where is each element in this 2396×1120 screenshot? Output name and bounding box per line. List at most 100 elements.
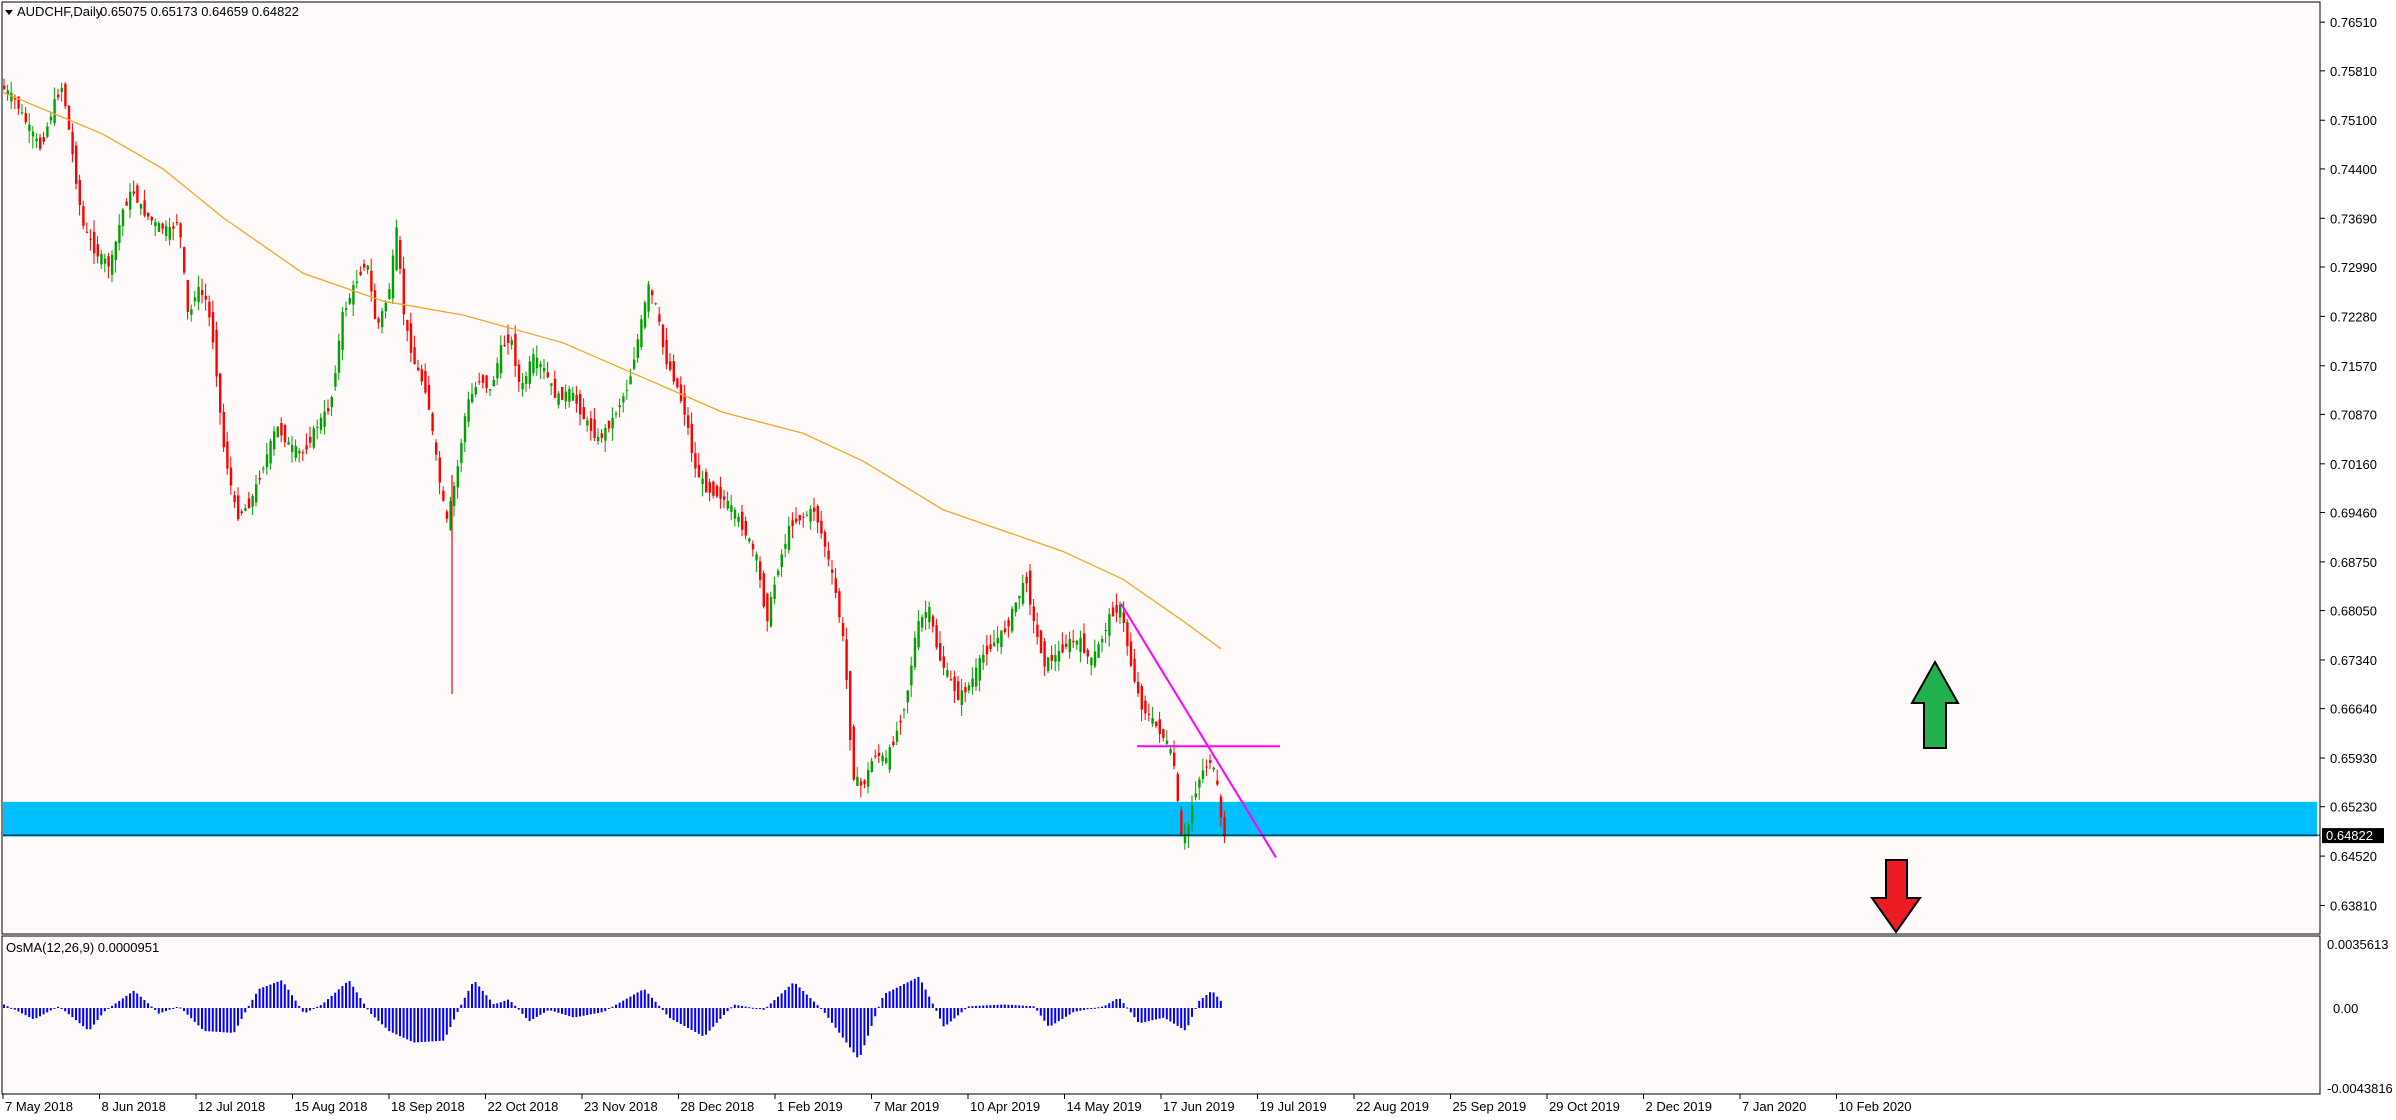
osma-bar <box>129 993 131 1008</box>
support-zone[interactable] <box>3 801 2317 837</box>
osma-bar <box>125 995 128 1008</box>
osma-bar <box>1093 1007 1096 1009</box>
osma-bar <box>1086 1008 1089 1010</box>
candle-body <box>1025 576 1028 584</box>
candle-body <box>582 407 585 420</box>
candle-body <box>802 516 805 518</box>
candle-body <box>1147 713 1151 716</box>
candle-body <box>1003 628 1007 633</box>
candle-body <box>805 514 809 516</box>
osma-bar <box>427 1008 430 1042</box>
osma-bar <box>409 1008 412 1042</box>
osma-bar <box>982 1005 985 1008</box>
candle-body <box>982 654 985 663</box>
osma-bar <box>561 1008 563 1014</box>
osma-bar <box>1212 992 1215 1008</box>
osma-bar <box>229 1008 232 1033</box>
price-axis[interactable]: 0.76510 0.75810 0.75100 0.74400 0.73690 0.729… <box>2320 15 2377 913</box>
osma-bar <box>510 1002 513 1008</box>
chart-header: AUDCHF,Daily 0.65075 0.65173 0.64659 0.6… <box>5 4 299 19</box>
candle-body <box>1061 644 1064 653</box>
osma-bar <box>301 1008 304 1012</box>
osma-bar <box>643 989 646 1008</box>
osma-bar <box>762 1008 765 1010</box>
candle-body <box>888 747 891 770</box>
osma-bar <box>219 1008 221 1033</box>
osma-bar <box>103 1008 106 1012</box>
price-pane[interactable] <box>1 1 2321 935</box>
candle-body <box>1079 637 1082 653</box>
osma-bar <box>71 1008 74 1018</box>
down-arrow-icon <box>1870 859 1922 934</box>
osma-bar <box>165 1008 167 1012</box>
candle-body <box>726 500 729 509</box>
osma-bar <box>935 1008 938 1011</box>
candle-body <box>1093 651 1097 667</box>
osma-bar <box>1057 1008 1060 1022</box>
candle-body <box>1047 657 1050 671</box>
candle-body <box>611 417 614 429</box>
candle-body <box>107 256 110 267</box>
candle-body <box>395 227 398 271</box>
candle-body <box>31 131 35 137</box>
candle-body <box>1212 767 1215 770</box>
osma-bar <box>294 1000 297 1008</box>
candle-body <box>136 185 139 203</box>
candle-body <box>1162 729 1165 738</box>
y-tick-label: 0.72280 <box>2330 309 2377 324</box>
candle-body <box>1183 834 1187 844</box>
indicator-pane[interactable] <box>1 935 2321 1095</box>
candle-body <box>312 428 315 448</box>
osma-bar <box>615 1004 617 1008</box>
candle-body <box>975 667 978 687</box>
osma-bar <box>1014 1005 1017 1008</box>
osma-bar <box>424 1008 427 1042</box>
osma-bar <box>1140 1008 1143 1023</box>
candle-body <box>859 781 863 786</box>
trendline[interactable] <box>1120 603 1277 859</box>
candle-body <box>453 485 456 506</box>
osma-bar <box>978 1005 981 1008</box>
candle-body <box>1050 655 1053 661</box>
osma-bar <box>611 1006 614 1008</box>
candle-body <box>1108 614 1111 636</box>
candle-body <box>1065 643 1068 647</box>
candle-body <box>233 495 236 503</box>
candle-body <box>204 295 207 300</box>
osma-bar <box>1209 992 1211 1008</box>
osma-bar <box>132 990 135 1008</box>
osma-bar <box>6 1006 9 1008</box>
candle-body <box>229 467 233 486</box>
candle-body <box>388 289 391 299</box>
time-axis[interactable]: 7 May 2018 8 Jun 2018 12 Jul 2018 15 Aug 20… <box>2 1094 1912 1114</box>
osma-bar <box>1104 1005 1107 1008</box>
osma-bar <box>1000 1004 1003 1008</box>
dropdown-triangle-icon[interactable] <box>5 10 13 15</box>
candle-body <box>348 298 351 304</box>
osma-bar <box>460 1004 463 1008</box>
osma-bar <box>291 995 293 1008</box>
osma-bar <box>244 1008 247 1013</box>
candle-body <box>1165 740 1169 744</box>
osma-bar <box>3 1004 5 1008</box>
candle-body <box>1140 685 1143 710</box>
osma-bar <box>143 1000 146 1008</box>
candle-body <box>521 382 524 390</box>
osma-bar <box>798 987 801 1008</box>
candle-body <box>478 381 481 383</box>
osma-bar <box>111 1005 113 1008</box>
candle-body <box>287 441 290 445</box>
osma-bar <box>366 1008 369 1010</box>
osma-bar <box>381 1008 383 1025</box>
osma-bar <box>330 995 333 1008</box>
osma-bar <box>604 1008 607 1012</box>
ohlc-values: 0.65075 0.65173 0.64659 0.64822 <box>100 4 299 19</box>
candle-body <box>600 433 603 438</box>
osma-bar <box>273 983 275 1008</box>
osma-bar <box>1169 1008 1172 1022</box>
candle-body <box>197 286 200 303</box>
candle-body <box>449 500 452 530</box>
osma-bar <box>593 1008 596 1014</box>
y-tick-label: 0.75100 <box>2330 113 2377 128</box>
